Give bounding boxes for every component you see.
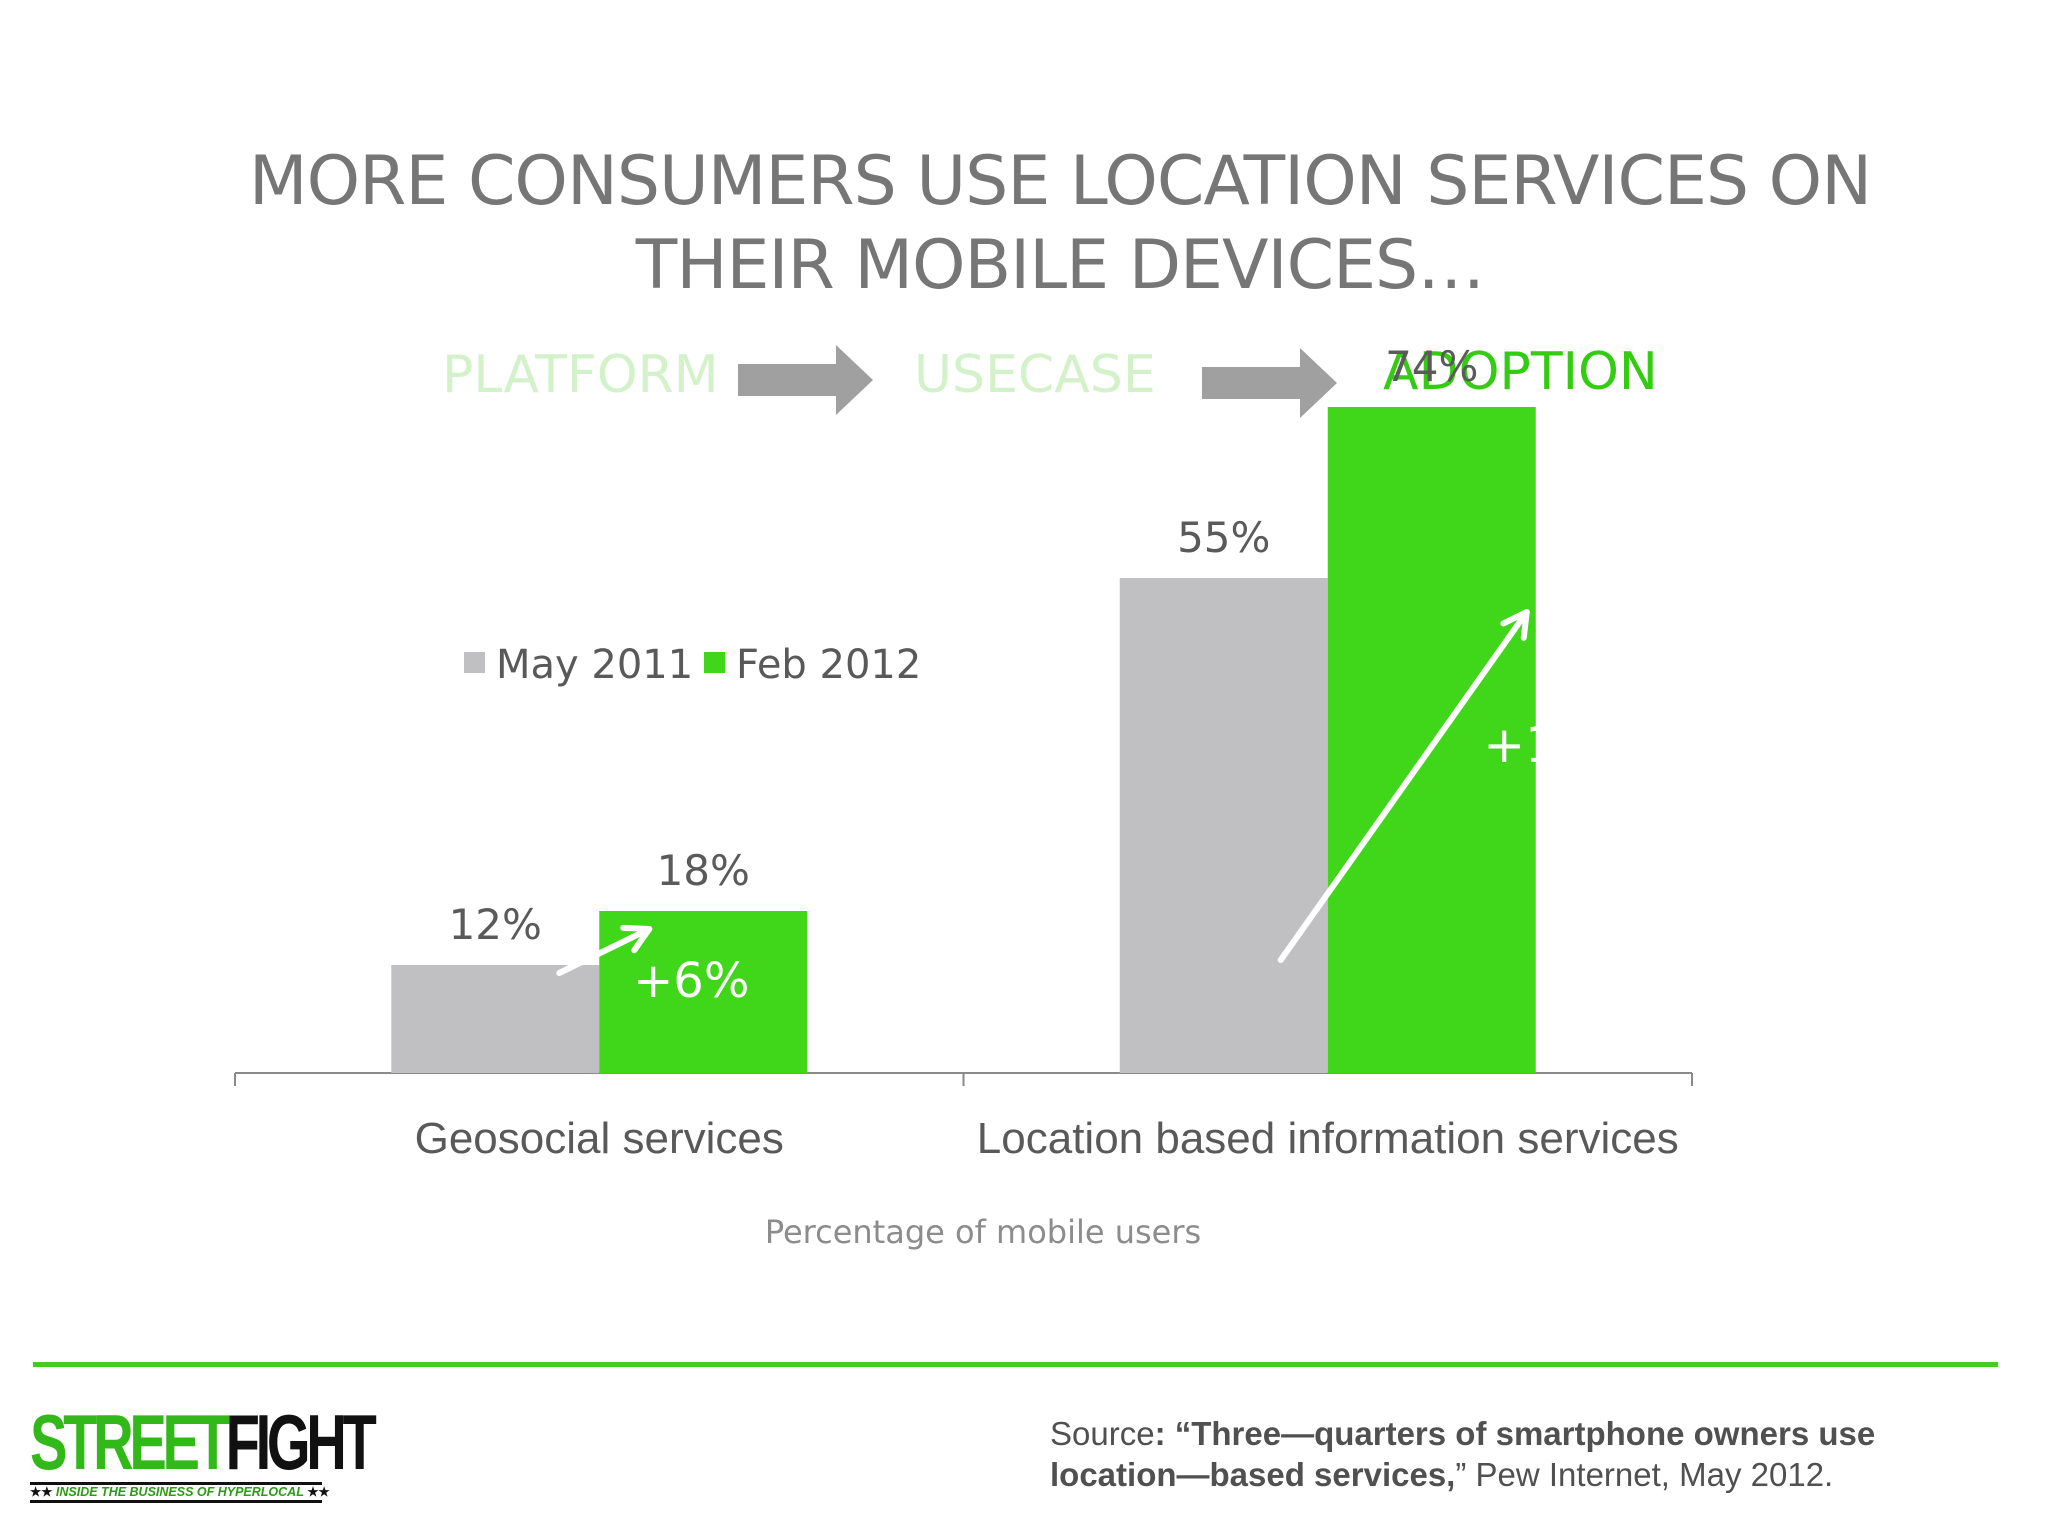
stage-usecase: USECASE	[914, 345, 1156, 405]
flow-arrow-1	[738, 345, 873, 415]
data-label-may-2011-geosocial-services: 12%	[449, 900, 542, 949]
bar-may-2011-location-based-information-services	[1119, 578, 1328, 1073]
legend-swatch-may-2011	[464, 652, 485, 673]
legend-swatch-feb-2012	[704, 652, 725, 673]
flow-arrow-2	[1202, 348, 1337, 418]
slide-title: MORE CONSUMERS USE LOCATION SERVICES ON …	[248, 142, 1872, 305]
growth-arrow-location-based-information-services	[1277, 609, 1530, 963]
growth-annotation-location-based-information-services: +19%	[1483, 716, 1636, 774]
stage-platform: PLATFORM	[442, 345, 719, 405]
x-axis-title: Percentage of mobile users	[765, 1213, 1201, 1251]
legend-label-feb-2012: Feb 2012	[736, 642, 921, 688]
data-label-feb-2012-geosocial-services: 18%	[657, 846, 750, 895]
logo-wordmark: STREETFIGHT	[30, 1398, 377, 1486]
data-label-may-2011-location-based-information-services: 55%	[1177, 513, 1270, 562]
growth-annotation-geosocial-services: +6%	[633, 953, 749, 1009]
bar-feb-2012-location-based-information-services	[1327, 407, 1536, 1073]
legend-label-may-2011: May 2011	[496, 642, 693, 688]
streetfight-logo: STREETFIGHT ★★ INSIDE THE BUSINESS OF HY…	[30, 1398, 377, 1503]
bar-chart: 12% 18% Geosocial services +6% 55% 74% Locatio…	[234, 342, 1693, 1251]
data-label-feb-2012-location-based-information-services: 74%	[1385, 342, 1478, 391]
growth-arrowhead-geosocial-services	[620, 924, 653, 954]
source-citation: Source: “Three—quarters of smartphone ow…	[1050, 1415, 1876, 1493]
growth-arrow-geosocial-services	[556, 926, 653, 976]
footer-divider	[33, 1362, 1998, 1367]
category-label-location-based-information-services: Location based information services	[977, 1114, 1679, 1163]
stage-adoption: ADOPTION	[1383, 342, 1658, 402]
logo-tagline: ★★ INSIDE THE BUSINESS OF HYPERLOCAL ★★	[30, 1482, 330, 1503]
category-label-geosocial-services: Geosocial services	[415, 1114, 784, 1163]
bar-may-2011-geosocial-services	[391, 965, 600, 1073]
growth-arrowhead-location-based-information-services	[1500, 609, 1530, 641]
